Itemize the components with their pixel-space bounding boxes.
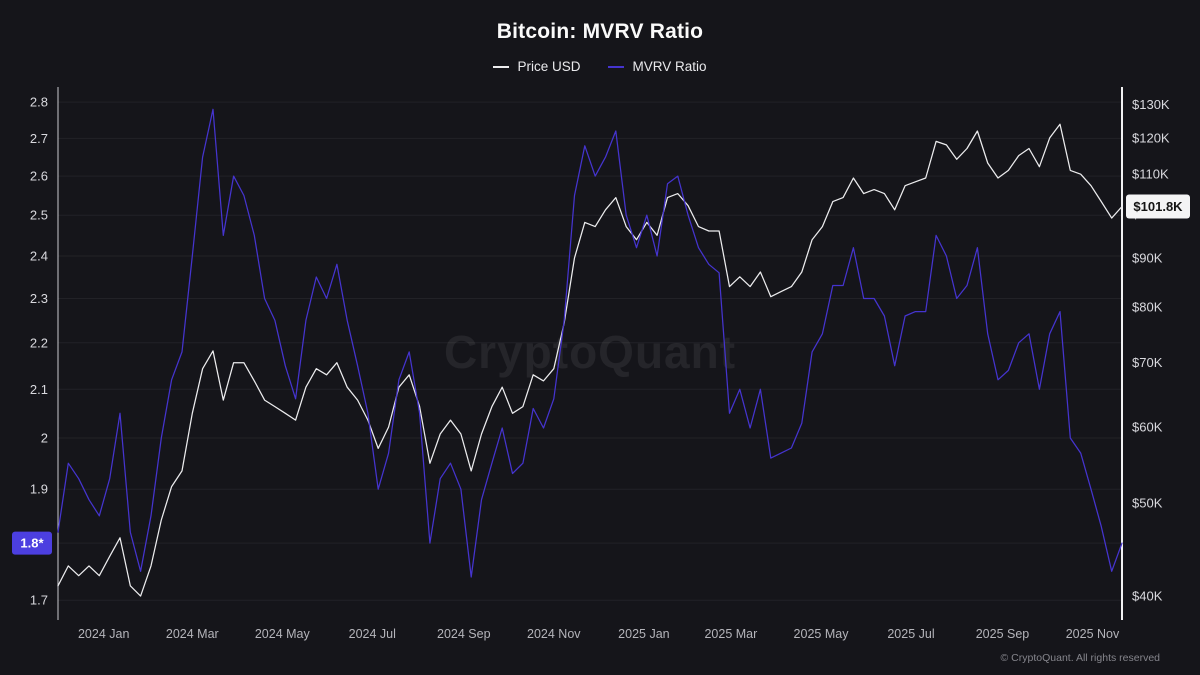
svg-text:$90K: $90K [1132,250,1163,265]
price-line-swatch [493,65,510,68]
price-current-badge [1126,194,1190,219]
mvrv-ratio-line [57,108,1123,578]
series-lines [57,108,1123,597]
copyright-notice: © CryptoQuant. All rights reserved [1000,652,1160,664]
svg-text:$60K: $60K [1132,420,1163,435]
svg-text:2.1: 2.1 [30,382,48,397]
svg-text:$70K: $70K [1132,355,1163,370]
svg-text:2025 May: 2025 May [794,627,850,641]
left-axis-ticks: 2.82.72.62.52.42.32.22.121.91.81.7 [30,95,48,608]
right-axis-ticks: $130K$120K$110K$100K$90K$80K$70K$60K$50K… [1132,97,1170,604]
svg-text:2024 Jan: 2024 Jan [78,627,129,641]
svg-text:1.7: 1.7 [30,593,48,608]
legend-item-mvrv-ratio[interactable]: MVRV Ratio [608,59,707,74]
svg-text:2025 Mar: 2025 Mar [704,627,757,641]
x-axis-ticks: 2024 Jan 2024 Mar 2024 May 2024 Jul 2024 Sep… [78,627,1120,641]
svg-text:2024 Jul: 2024 Jul [349,627,396,641]
value-badges: 1.8* $101.8K [12,194,1190,555]
svg-text:2024 Mar: 2024 Mar [166,627,219,641]
legend-item-price-usd[interactable]: Price USD [493,59,580,74]
svg-text:2024 May: 2024 May [255,627,311,641]
svg-text:2.4: 2.4 [30,249,48,264]
svg-text:2025 Nov: 2025 Nov [1066,627,1120,641]
mvrv-line-swatch [608,65,625,68]
svg-text:$40K: $40K [1132,589,1163,604]
svg-text:2.6: 2.6 [30,169,48,184]
svg-text:$120K: $120K [1132,130,1170,145]
legend: Price USD MVRV Ratio [0,59,1200,74]
svg-text:2024 Sep: 2024 Sep [437,627,491,641]
svg-text:$110K: $110K [1132,167,1169,182]
svg-text:2025 Sep: 2025 Sep [976,627,1030,641]
legend-label-price-usd: Price USD [517,59,581,74]
price-current-badge-label: $101.8K [1133,199,1183,214]
svg-text:2024 Nov: 2024 Nov [527,627,581,641]
chart-title: Bitcoin: MVRV Ratio [496,20,704,43]
svg-text:2025 Jan: 2025 Jan [618,627,669,641]
svg-text:2.2: 2.2 [30,335,48,350]
svg-text:$130K: $130K [1132,97,1170,112]
svg-text:2.8: 2.8 [30,95,48,110]
svg-text:2.3: 2.3 [30,291,48,306]
price-usd-line [57,123,1123,597]
svg-text:2.5: 2.5 [30,208,48,223]
gridlines [58,101,1122,601]
svg-text:2: 2 [41,431,48,446]
mvrv-current-badge [12,531,52,555]
svg-text:$80K: $80K [1132,300,1163,315]
svg-text:2025 Jul: 2025 Jul [887,627,934,641]
svg-text:2.7: 2.7 [30,131,48,146]
mvrv-current-badge-label: 1.8* [20,536,44,551]
legend-label-mvrv-ratio: MVRV Ratio [632,59,707,74]
svg-text:$50K: $50K [1132,496,1163,511]
svg-text:1.9: 1.9 [30,482,48,497]
